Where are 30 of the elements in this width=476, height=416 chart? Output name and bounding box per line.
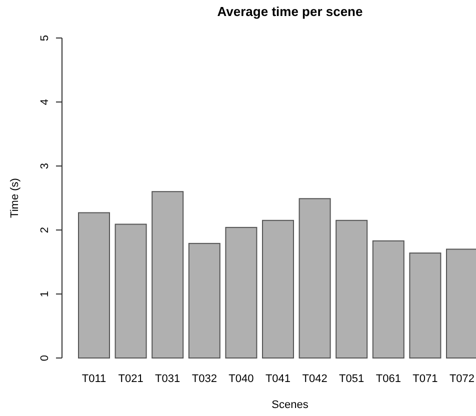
x-tick-label: T061 (376, 373, 401, 385)
bar (409, 252, 442, 358)
x-tick-label: T042 (302, 373, 328, 385)
x-tick-label: T071 (412, 373, 438, 385)
y-axis-title: Time (s) (9, 178, 21, 218)
y-tick-label: 0 (39, 354, 51, 362)
x-tick-label: T041 (265, 373, 291, 385)
chart-title: Average time per scene (217, 4, 363, 19)
bar (78, 212, 110, 358)
y-tick-label: 5 (39, 34, 51, 42)
bar (225, 226, 258, 358)
x-tick-label: T040 (228, 373, 254, 385)
x-tick-label: T051 (339, 373, 364, 385)
y-tick-label: 2 (39, 226, 51, 234)
x-tick-label: T021 (118, 373, 144, 385)
x-tick-label: T032 (192, 373, 217, 385)
y-tick-label: 4 (39, 98, 51, 106)
x-tick-label: T031 (155, 373, 180, 385)
bar (152, 191, 184, 358)
bar (188, 242, 220, 358)
bar (298, 198, 331, 358)
bar (114, 224, 147, 358)
y-tick-label: 3 (39, 162, 51, 170)
x-axis-title: Scenes (272, 399, 309, 411)
x-tick-label: T011 (82, 373, 106, 385)
bar (372, 240, 404, 358)
x-tick-label: T072 (449, 373, 475, 385)
y-tick-label: 1 (39, 290, 51, 298)
bar (262, 220, 294, 358)
bar (336, 220, 368, 358)
